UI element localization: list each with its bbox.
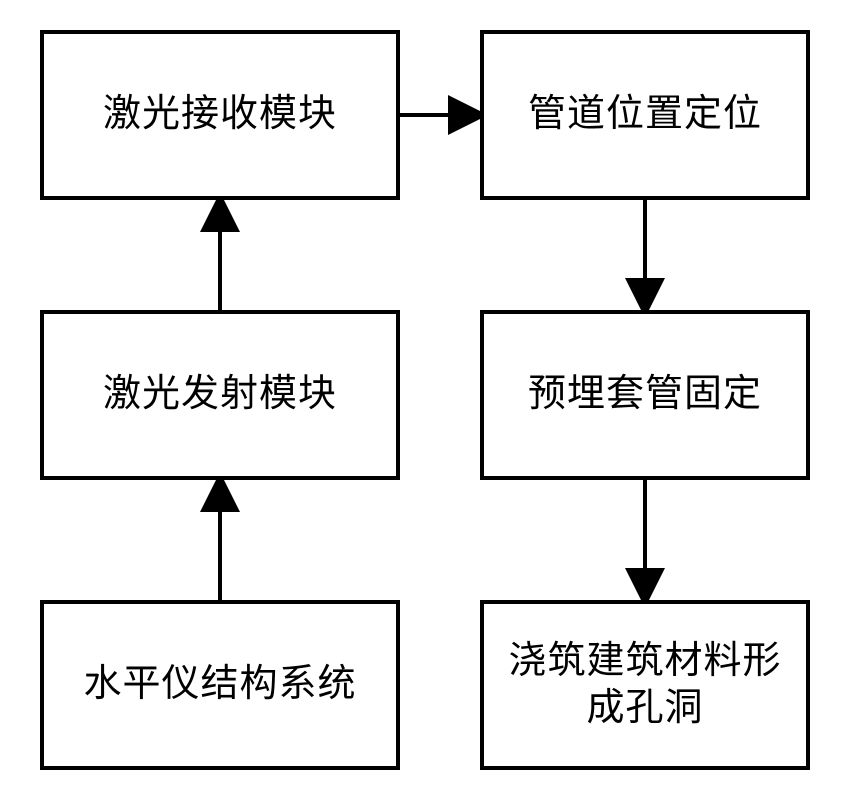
node-level-system: 水平仪结构系统 [40,600,400,770]
node-label: 预埋套管固定 [528,371,762,419]
node-label: 浇筑建筑材料形成孔洞 [492,638,798,733]
flowchart-canvas: 激光接收模块 管道位置定位 激光发射模块 预埋套管固定 水平仪结构系统 浇筑建筑… [0,0,841,797]
node-label: 激光接收模块 [103,91,337,139]
node-laser-receive: 激光接收模块 [40,30,400,200]
node-label: 管道位置定位 [528,91,762,139]
node-sleeve-fix: 预埋套管固定 [480,310,810,480]
node-pipe-position: 管道位置定位 [480,30,810,200]
node-label: 激光发射模块 [103,371,337,419]
node-casting-hole: 浇筑建筑材料形成孔洞 [480,600,810,770]
node-laser-emit: 激光发射模块 [40,310,400,480]
node-label: 水平仪结构系统 [83,661,356,709]
